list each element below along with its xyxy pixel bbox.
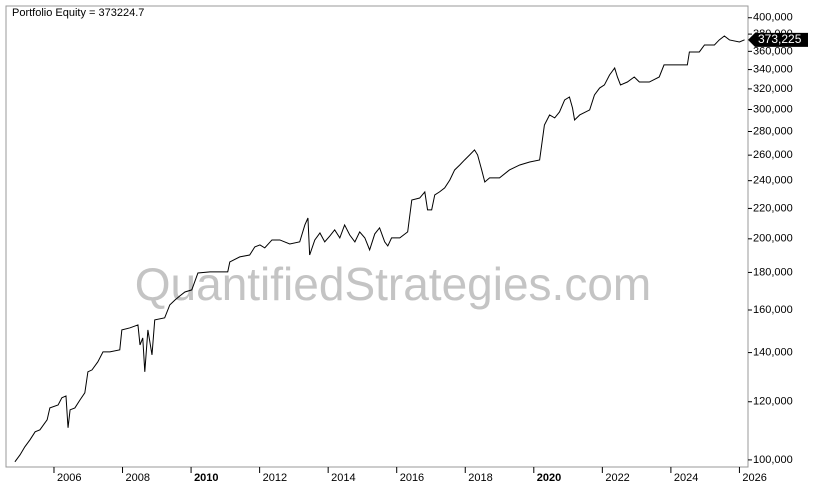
x-tick-label: 2024 [674, 472, 698, 484]
x-tick-label: 2010 [194, 472, 218, 484]
y-tick-label: 400,000 [753, 12, 793, 24]
x-tick-label: 2022 [605, 472, 629, 484]
y-tick-label: 340,000 [753, 63, 793, 75]
last-value-marker [748, 32, 808, 47]
last-value-label: 373,225 [758, 32, 802, 46]
x-tick-label: 2012 [263, 472, 287, 484]
chart-title: Portfolio Equity = 373224.7 [12, 7, 144, 19]
y-tick-label: 260,000 [753, 149, 793, 161]
x-tick-label: 2014 [331, 472, 355, 484]
x-tick-label: 2008 [126, 472, 150, 484]
x-tick-label: 2020 [537, 472, 561, 484]
y-tick-label: 200,000 [753, 233, 793, 245]
y-tick-label: 180,000 [753, 266, 793, 278]
y-tick-label: 100,000 [753, 454, 793, 466]
y-tick-label: 160,000 [753, 304, 793, 316]
y-tick-label: 300,000 [753, 103, 793, 115]
y-tick-label: 240,000 [753, 175, 793, 187]
y-tick-label: 320,000 [753, 83, 793, 95]
watermark: QuantifiedStrategies.com [135, 258, 652, 310]
y-tick-label: 220,000 [753, 202, 793, 214]
x-tick-label: 2026 [742, 472, 766, 484]
x-tick-label: 2018 [468, 472, 492, 484]
x-tick-label: 2016 [400, 472, 424, 484]
y-tick-label: 280,000 [753, 125, 793, 137]
equity-line [14, 35, 745, 463]
plot-frame [5, 5, 749, 468]
y-tick-label: 360,000 [753, 45, 793, 57]
y-tick-label: 120,000 [753, 396, 793, 408]
x-tick-label: 2006 [57, 472, 81, 484]
y-tick-label: 140,000 [753, 346, 793, 358]
